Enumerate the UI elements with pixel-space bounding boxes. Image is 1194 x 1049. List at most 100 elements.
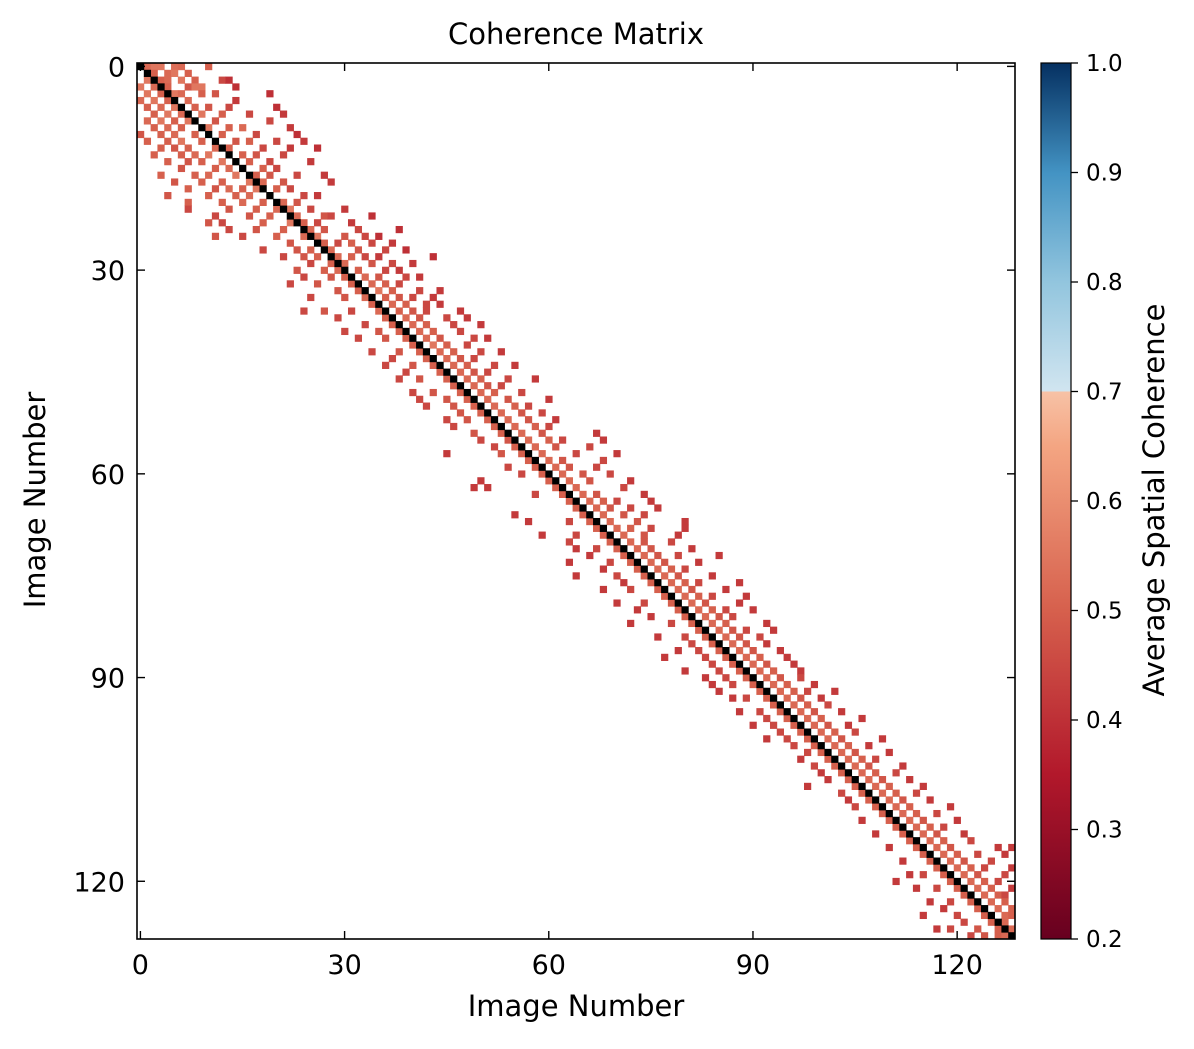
heatmap-cell	[579, 511, 587, 519]
heatmap-cell	[967, 898, 975, 906]
diagonal-cell	[470, 395, 478, 403]
heatmap-cell	[504, 436, 512, 444]
heatmap-cell	[279, 178, 288, 186]
heatmap-cell	[177, 63, 186, 71]
heatmap-cell	[749, 660, 757, 668]
heatmap-cell	[654, 504, 662, 512]
heatmap-cell	[205, 103, 213, 111]
diagonal-cell	[538, 463, 546, 471]
heatmap-cell	[436, 300, 444, 308]
heatmap-cell	[375, 232, 383, 240]
heatmap-cell	[538, 470, 546, 478]
heatmap-cell	[177, 76, 186, 84]
heatmap-cell	[531, 443, 539, 451]
diagonal-cell	[892, 816, 900, 824]
heatmap-cell	[205, 219, 213, 227]
diagonal-cell	[416, 341, 424, 349]
heatmap-cell	[484, 395, 492, 403]
heatmap-cell	[851, 762, 859, 770]
heatmap-cell	[409, 259, 417, 268]
heatmap-cell	[307, 293, 315, 302]
heatmap-cell	[259, 246, 267, 254]
heatmap-cell	[933, 843, 941, 852]
heatmap-cell	[572, 504, 580, 512]
heatmap-cell	[674, 585, 682, 594]
heatmap-cell	[810, 721, 819, 729]
heatmap-cell	[647, 545, 655, 553]
heatmap-cell	[674, 606, 682, 614]
diagonal-cell	[232, 158, 240, 166]
heatmap-cell	[681, 524, 689, 532]
heatmap-cell	[899, 762, 907, 770]
heatmap-cell	[286, 280, 294, 288]
diagonal-cell	[524, 450, 533, 458]
heatmap-cell	[361, 253, 369, 261]
diagonal-cell	[647, 572, 655, 580]
heatmap-cell	[450, 348, 458, 356]
heatmap-cell	[477, 388, 485, 397]
heatmap-cell	[443, 341, 451, 349]
heatmap-cell	[361, 321, 369, 329]
heatmap-cell	[409, 293, 417, 302]
heatmap-cell	[783, 653, 791, 661]
heatmap-cell	[259, 144, 267, 152]
heatmap-cell	[422, 321, 431, 329]
heatmap-cell	[218, 76, 226, 84]
heatmap-cell	[538, 531, 546, 539]
heatmap-cell	[164, 96, 172, 105]
heatmap-cell	[395, 280, 403, 288]
diagonal-cell	[599, 524, 608, 532]
heatmap-cell	[300, 307, 308, 315]
heatmap-cell	[593, 504, 601, 512]
heatmap-cell	[524, 456, 533, 465]
diagonal-cell	[756, 680, 764, 689]
heatmap-cell	[994, 891, 1002, 899]
heatmap-cell	[157, 117, 165, 125]
heatmap-cell	[531, 490, 539, 498]
heatmap-cell	[858, 755, 866, 763]
heatmap-cell	[892, 877, 900, 886]
heatmap-cell	[824, 721, 832, 729]
diagonal-cell	[763, 687, 771, 695]
heatmap-cell	[143, 103, 152, 111]
heatmap-cell	[354, 246, 363, 254]
heatmap-cell	[695, 558, 703, 566]
heatmap-cell	[974, 884, 982, 892]
heatmap-cell	[647, 497, 655, 505]
heatmap-cell	[810, 762, 819, 770]
heatmap-cell	[504, 416, 512, 424]
heatmap-cell	[701, 613, 710, 621]
heatmap-cell	[681, 667, 689, 675]
diagonal-cell	[450, 375, 458, 383]
heatmap-cell	[429, 253, 437, 261]
heatmap-cell	[722, 633, 730, 641]
diagonal-cell	[933, 857, 941, 865]
heatmap-cell	[865, 776, 873, 784]
heatmap-cell	[511, 511, 519, 519]
heatmap-cell	[946, 925, 955, 933]
heatmap-cell	[456, 368, 465, 376]
heatmap-cell	[518, 388, 526, 397]
diagonal-cell	[688, 613, 696, 621]
diagonal-cell	[245, 171, 254, 179]
plot-frame	[136, 62, 1016, 940]
heatmap-cell	[742, 592, 750, 600]
heatmap-cell	[402, 273, 410, 281]
diagonal-cell	[402, 327, 410, 336]
heatmap-cell	[456, 307, 465, 315]
heatmap-cell	[259, 219, 267, 227]
heatmap-cell	[769, 667, 778, 675]
heatmap-cell	[497, 348, 505, 356]
heatmap-cell	[654, 585, 662, 594]
heatmap-cell	[225, 76, 233, 84]
heatmap-cell	[273, 232, 281, 240]
heatmap-cell	[878, 735, 887, 743]
heatmap-cell	[184, 144, 192, 152]
heatmap-cell	[286, 144, 294, 152]
heatmap-cell	[872, 803, 880, 811]
heatmap-cell	[1001, 871, 1009, 879]
heatmap-cell	[198, 90, 206, 98]
heatmap-cell	[341, 327, 349, 336]
heatmap-cell	[388, 287, 397, 295]
